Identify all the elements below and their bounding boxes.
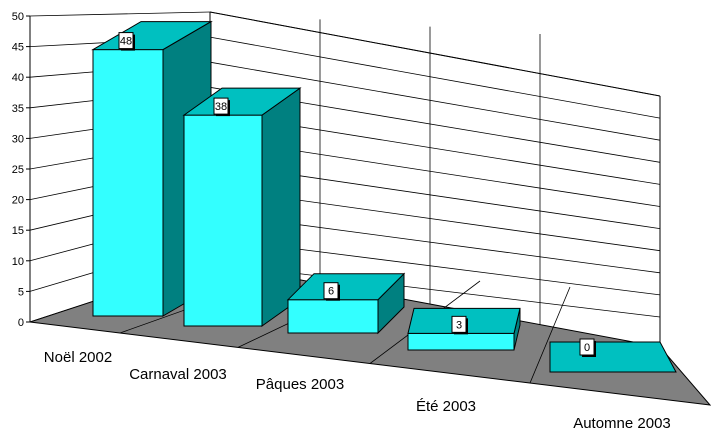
category-labels: Noël 2002 Carnaval 2003 Pâques 2003 Été 200…: [44, 349, 671, 432]
category-label-0: Noël 2002: [44, 349, 112, 366]
category-label-3: Été 2003: [416, 398, 476, 415]
y-tick-label-8: 40: [12, 72, 24, 84]
bar-top-1: [182, 87, 302, 116]
data-label-box-1: [213, 97, 229, 115]
bars: 48 38 6 3 0: [91, 20, 677, 373]
back-gridline-10: [209, 11, 661, 97]
data-label-box-0: [118, 32, 134, 50]
y-tick-label-6: 30: [12, 133, 24, 145]
bar-4: 0: [549, 338, 677, 373]
back-gridline-9: [209, 36, 661, 119]
bar-front-0: [92, 49, 164, 317]
side-gridline-10: [29, 11, 211, 17]
bar-top-2: [286, 273, 406, 301]
category-label-4: Automne 2003: [573, 415, 671, 432]
y-tick-label-1: 5: [18, 286, 24, 298]
data-label-box-2: [323, 282, 339, 300]
y-tick-label-9: 45: [12, 42, 24, 54]
y-tick-label-5: 25: [12, 164, 24, 176]
bar-front-1: [183, 114, 263, 327]
y-tick-label-7: 35: [12, 103, 24, 115]
y-tick-label-10: 50: [12, 11, 24, 23]
bar-front-2: [287, 299, 379, 334]
bar-3: 3: [407, 307, 521, 351]
data-label-box-3: [451, 315, 467, 333]
y-tick-label-0: 0: [18, 317, 24, 329]
y-tick-label-4: 20: [12, 195, 24, 207]
category-label-2: Pâques 2003: [256, 376, 344, 393]
data-label-0: 48: [120, 36, 132, 48]
bar-side-1: [261, 87, 301, 327]
bar-2: 6: [286, 272, 406, 335]
category-label-1: Carnaval 2003: [129, 366, 227, 383]
data-label-box-4: [579, 338, 595, 356]
floor-separator-3: [529, 286, 571, 384]
bar-top-4: [549, 341, 677, 373]
bar-1: 38: [182, 87, 302, 327]
y-tick-label-2: 10: [12, 256, 24, 268]
y-tick-label-3: 15: [12, 225, 24, 237]
data-label-2: 6: [328, 286, 334, 298]
y-axis: 0 5 10 15 20 25 30 35 40 45 50: [12, 11, 31, 329]
data-label-4: 0: [584, 342, 590, 354]
data-label-1: 38: [215, 101, 227, 113]
back-gridline-8: [209, 61, 661, 141]
bar-front-3: [407, 332, 515, 351]
data-label-3: 3: [456, 319, 462, 331]
